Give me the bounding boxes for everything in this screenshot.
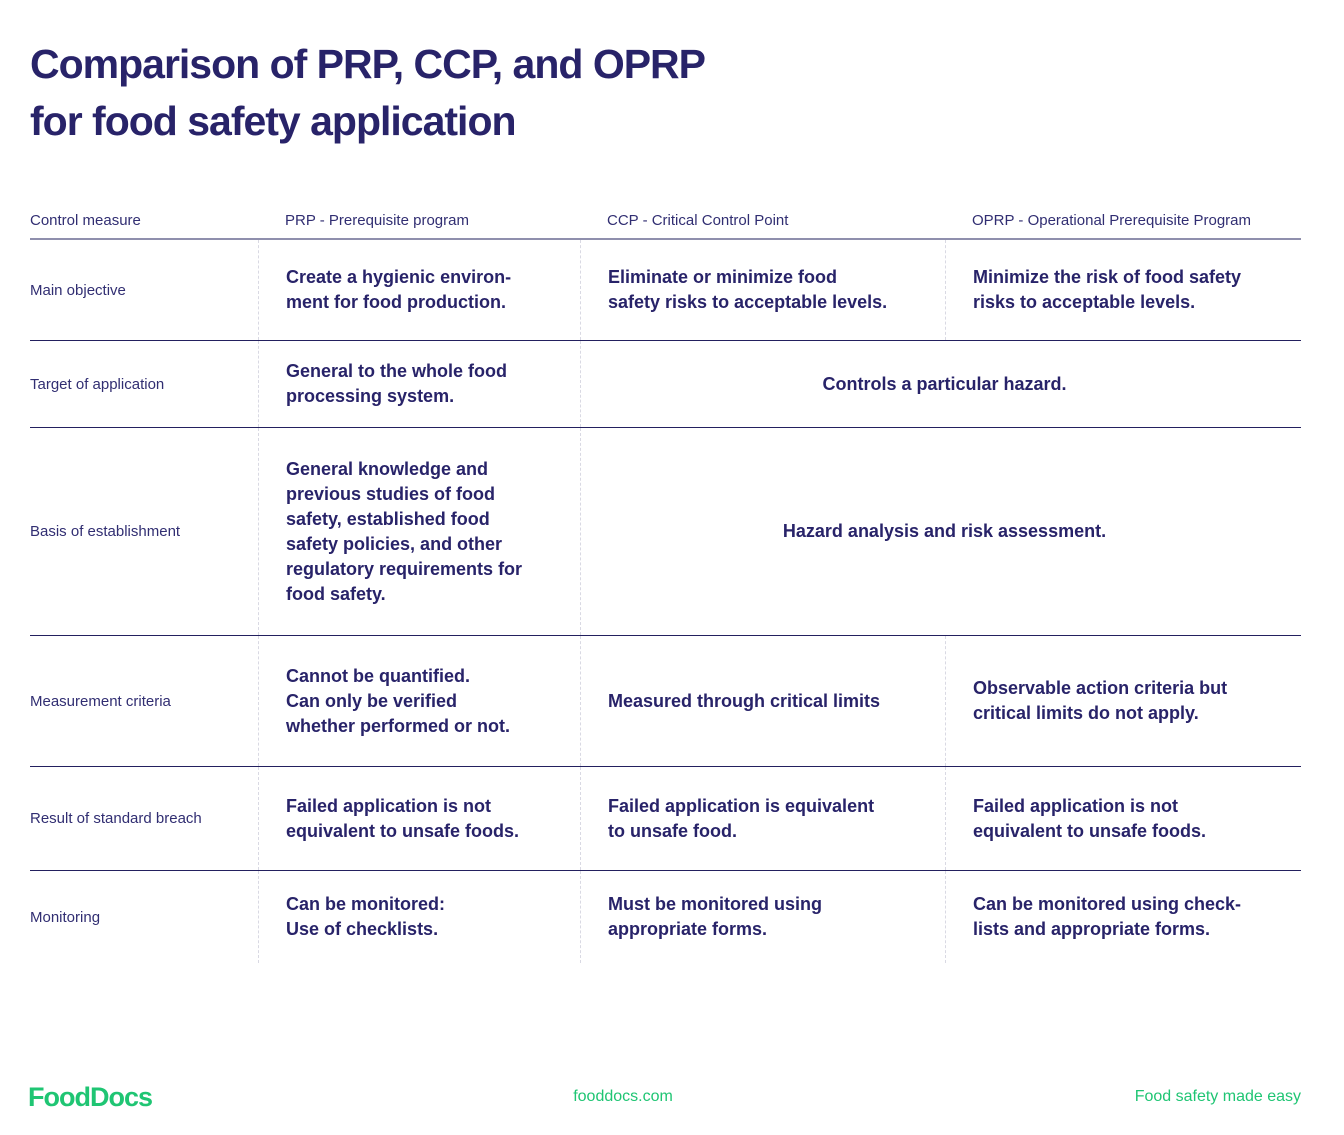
cell-ccp: Failed application is equivalent to unsa… — [580, 767, 945, 870]
row-label: Measurement criteria — [30, 692, 171, 710]
cell-text: Must be monitored using appropriate form… — [608, 894, 822, 939]
cell-text: Observable action criteria but critical … — [973, 678, 1228, 723]
cell-oprp: Can be monitored using check- lists and … — [945, 871, 1301, 963]
cell-prp: Cannot be quantified. Can only be verifi… — [258, 636, 580, 766]
cell-text: Hazard analysis and risk assessment. — [782, 521, 1107, 541]
cell-text: Measured through critical limits — [608, 690, 881, 711]
header-oprp: OPRP - Operational Prerequisite Program — [972, 212, 1252, 229]
page-content: Comparison of PRP, CCP, and OPRP for foo… — [30, 36, 1301, 963]
row-label: Result of standard breach — [30, 810, 202, 827]
cell-text: Failed application is not equivalent to … — [973, 795, 1207, 841]
cell-ccp: Measured through critical limits — [580, 636, 945, 766]
cell-prp: General knowledge and previous studies o… — [258, 428, 580, 635]
cell-oprp: Failed application is not equivalent to … — [945, 767, 1301, 870]
cell-text: Eliminate or minimize food safety risks … — [608, 267, 888, 312]
row-label: Target of application — [30, 375, 165, 393]
tagline: Food safety made easy — [1134, 1088, 1301, 1105]
cell-prp: Create a hygienic environ- ment for food… — [258, 240, 580, 340]
header-control-measure: Control measure — [30, 212, 141, 229]
website-link[interactable]: fooddocs.com — [573, 1088, 673, 1105]
cell-prp: Can be monitored: Use of checklists. — [258, 871, 580, 963]
cell-text: Create a hygienic environ- ment for food… — [286, 267, 512, 312]
cell-prp: General to the whole food processing sys… — [258, 341, 580, 427]
table-header-row: Control measure PRP - Prerequisite progr… — [30, 212, 1301, 240]
table-row-main-objective: Main objective Create a hygienic environ… — [30, 240, 1301, 341]
cell-text: Minimize the risk of food safety risks t… — [973, 267, 1242, 312]
cell-ccp-oprp-merged: Hazard analysis and risk assessment. — [580, 428, 1301, 635]
header-ccp: CCP - Critical Control Point — [607, 212, 789, 229]
header-prp: PRP - Prerequisite program — [285, 212, 469, 229]
cell-ccp: Eliminate or minimize food safety risks … — [580, 240, 945, 340]
cell-text: General to the whole food processing sys… — [286, 361, 508, 406]
comparison-table: Control measure PRP - Prerequisite progr… — [30, 212, 1301, 963]
footer: FoodDocs fooddocs.com Food safety made e… — [0, 1079, 1344, 1113]
table-row-measurement-criteria: Measurement criteria Cannot be quantifie… — [30, 636, 1301, 767]
cell-text: Failed application is not equivalent to … — [286, 795, 520, 841]
page-title: Comparison of PRP, CCP, and OPRP for foo… — [30, 41, 706, 144]
table-row-basis-of-establishment: Basis of establishment General knowledge… — [30, 428, 1301, 636]
cell-oprp: Minimize the risk of food safety risks t… — [945, 240, 1301, 340]
table-row-result-of-standard-breach: Result of standard breach Failed applica… — [30, 767, 1301, 871]
row-label: Monitoring — [30, 908, 101, 926]
cell-ccp-oprp-merged: Controls a particular hazard. — [580, 341, 1301, 427]
cell-text: General knowledge and previous studies o… — [286, 458, 523, 604]
cell-prp: Failed application is not equivalent to … — [258, 767, 580, 870]
cell-text: Can be monitored: Use of checklists. — [286, 894, 446, 939]
cell-ccp: Must be monitored using appropriate form… — [580, 871, 945, 963]
table-row-monitoring: Monitoring Can be monitored: Use of chec… — [30, 871, 1301, 963]
cell-text: Controls a particular hazard. — [822, 373, 1067, 394]
cell-oprp: Observable action criteria but critical … — [945, 636, 1301, 766]
cell-text: Cannot be quantified. Can only be verifi… — [286, 665, 511, 736]
fooddocs-logo: FoodDocs — [28, 1082, 153, 1112]
cell-text: Can be monitored using check- lists and … — [973, 894, 1242, 939]
cell-text: Failed application is equivalent to unsa… — [608, 795, 875, 841]
row-label: Basis of establishment — [30, 523, 181, 540]
row-label: Main objective — [30, 281, 126, 299]
table-row-target-of-application: Target of application General to the who… — [30, 341, 1301, 428]
